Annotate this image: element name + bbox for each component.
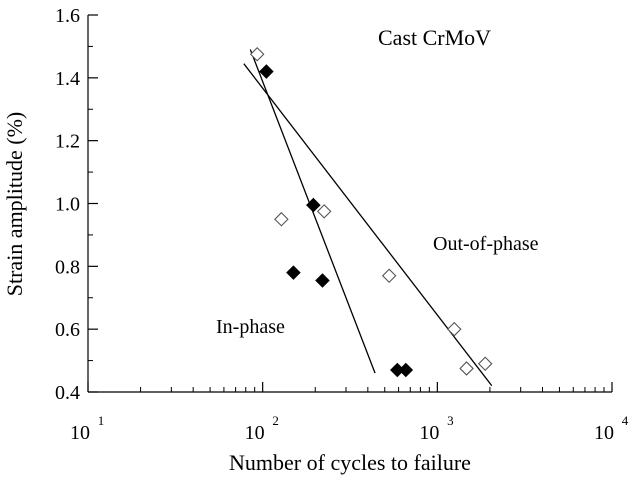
x-ticks: 10 1 10 2 10 3 10 4 <box>70 382 629 444</box>
in-phase-point <box>315 273 330 288</box>
chart-title: Cast CrMoV <box>378 25 491 50</box>
in-phase-point <box>286 265 301 280</box>
y-ticks: 0.4 0.6 0.8 1.0 1.2 1.4 1.6 <box>55 5 98 404</box>
x-tick-exponent: 3 <box>447 413 454 428</box>
in-phase-point <box>306 197 321 213</box>
y-tick-label: 1.2 <box>55 131 80 153</box>
out-of-phase-point <box>381 268 397 284</box>
x-tick-exponent: 2 <box>272 413 279 428</box>
y-tick-label: 1.0 <box>55 194 80 216</box>
annotation-in-phase: In-phase <box>216 316 285 338</box>
y-tick-label: 0.4 <box>55 382 80 404</box>
out-of-phase-point <box>274 211 289 227</box>
in-phase-point <box>398 362 414 378</box>
x-tick-label: 10 <box>245 422 265 444</box>
x-tick-label: 10 <box>419 422 439 444</box>
x-axis-title: Number of cycles to failure <box>229 450 471 475</box>
x-tick-label: 10 <box>594 422 614 444</box>
y-axis-title: Strain amplitude (%) <box>2 112 27 297</box>
data-points <box>249 46 493 378</box>
x-tick-exponent: 4 <box>622 413 629 428</box>
y-tick-label: 0.8 <box>55 256 80 278</box>
axes <box>87 15 612 393</box>
in-phase-point <box>259 64 274 79</box>
out-of-phase-point <box>477 356 493 372</box>
x-tick-label: 10 <box>70 422 90 444</box>
y-tick-label: 1.4 <box>55 68 80 90</box>
out-of-phase-point <box>249 46 265 62</box>
y-tick-label: 1.6 <box>55 5 80 27</box>
out-of-phase-point <box>316 204 332 219</box>
y-tick-label: 0.6 <box>55 319 80 341</box>
annotation-out-of-phase: Out-of-phase <box>433 233 539 255</box>
out-of-phase-point <box>459 361 474 376</box>
x-tick-exponent: 1 <box>98 413 105 428</box>
out-of-phase-point <box>446 321 462 337</box>
